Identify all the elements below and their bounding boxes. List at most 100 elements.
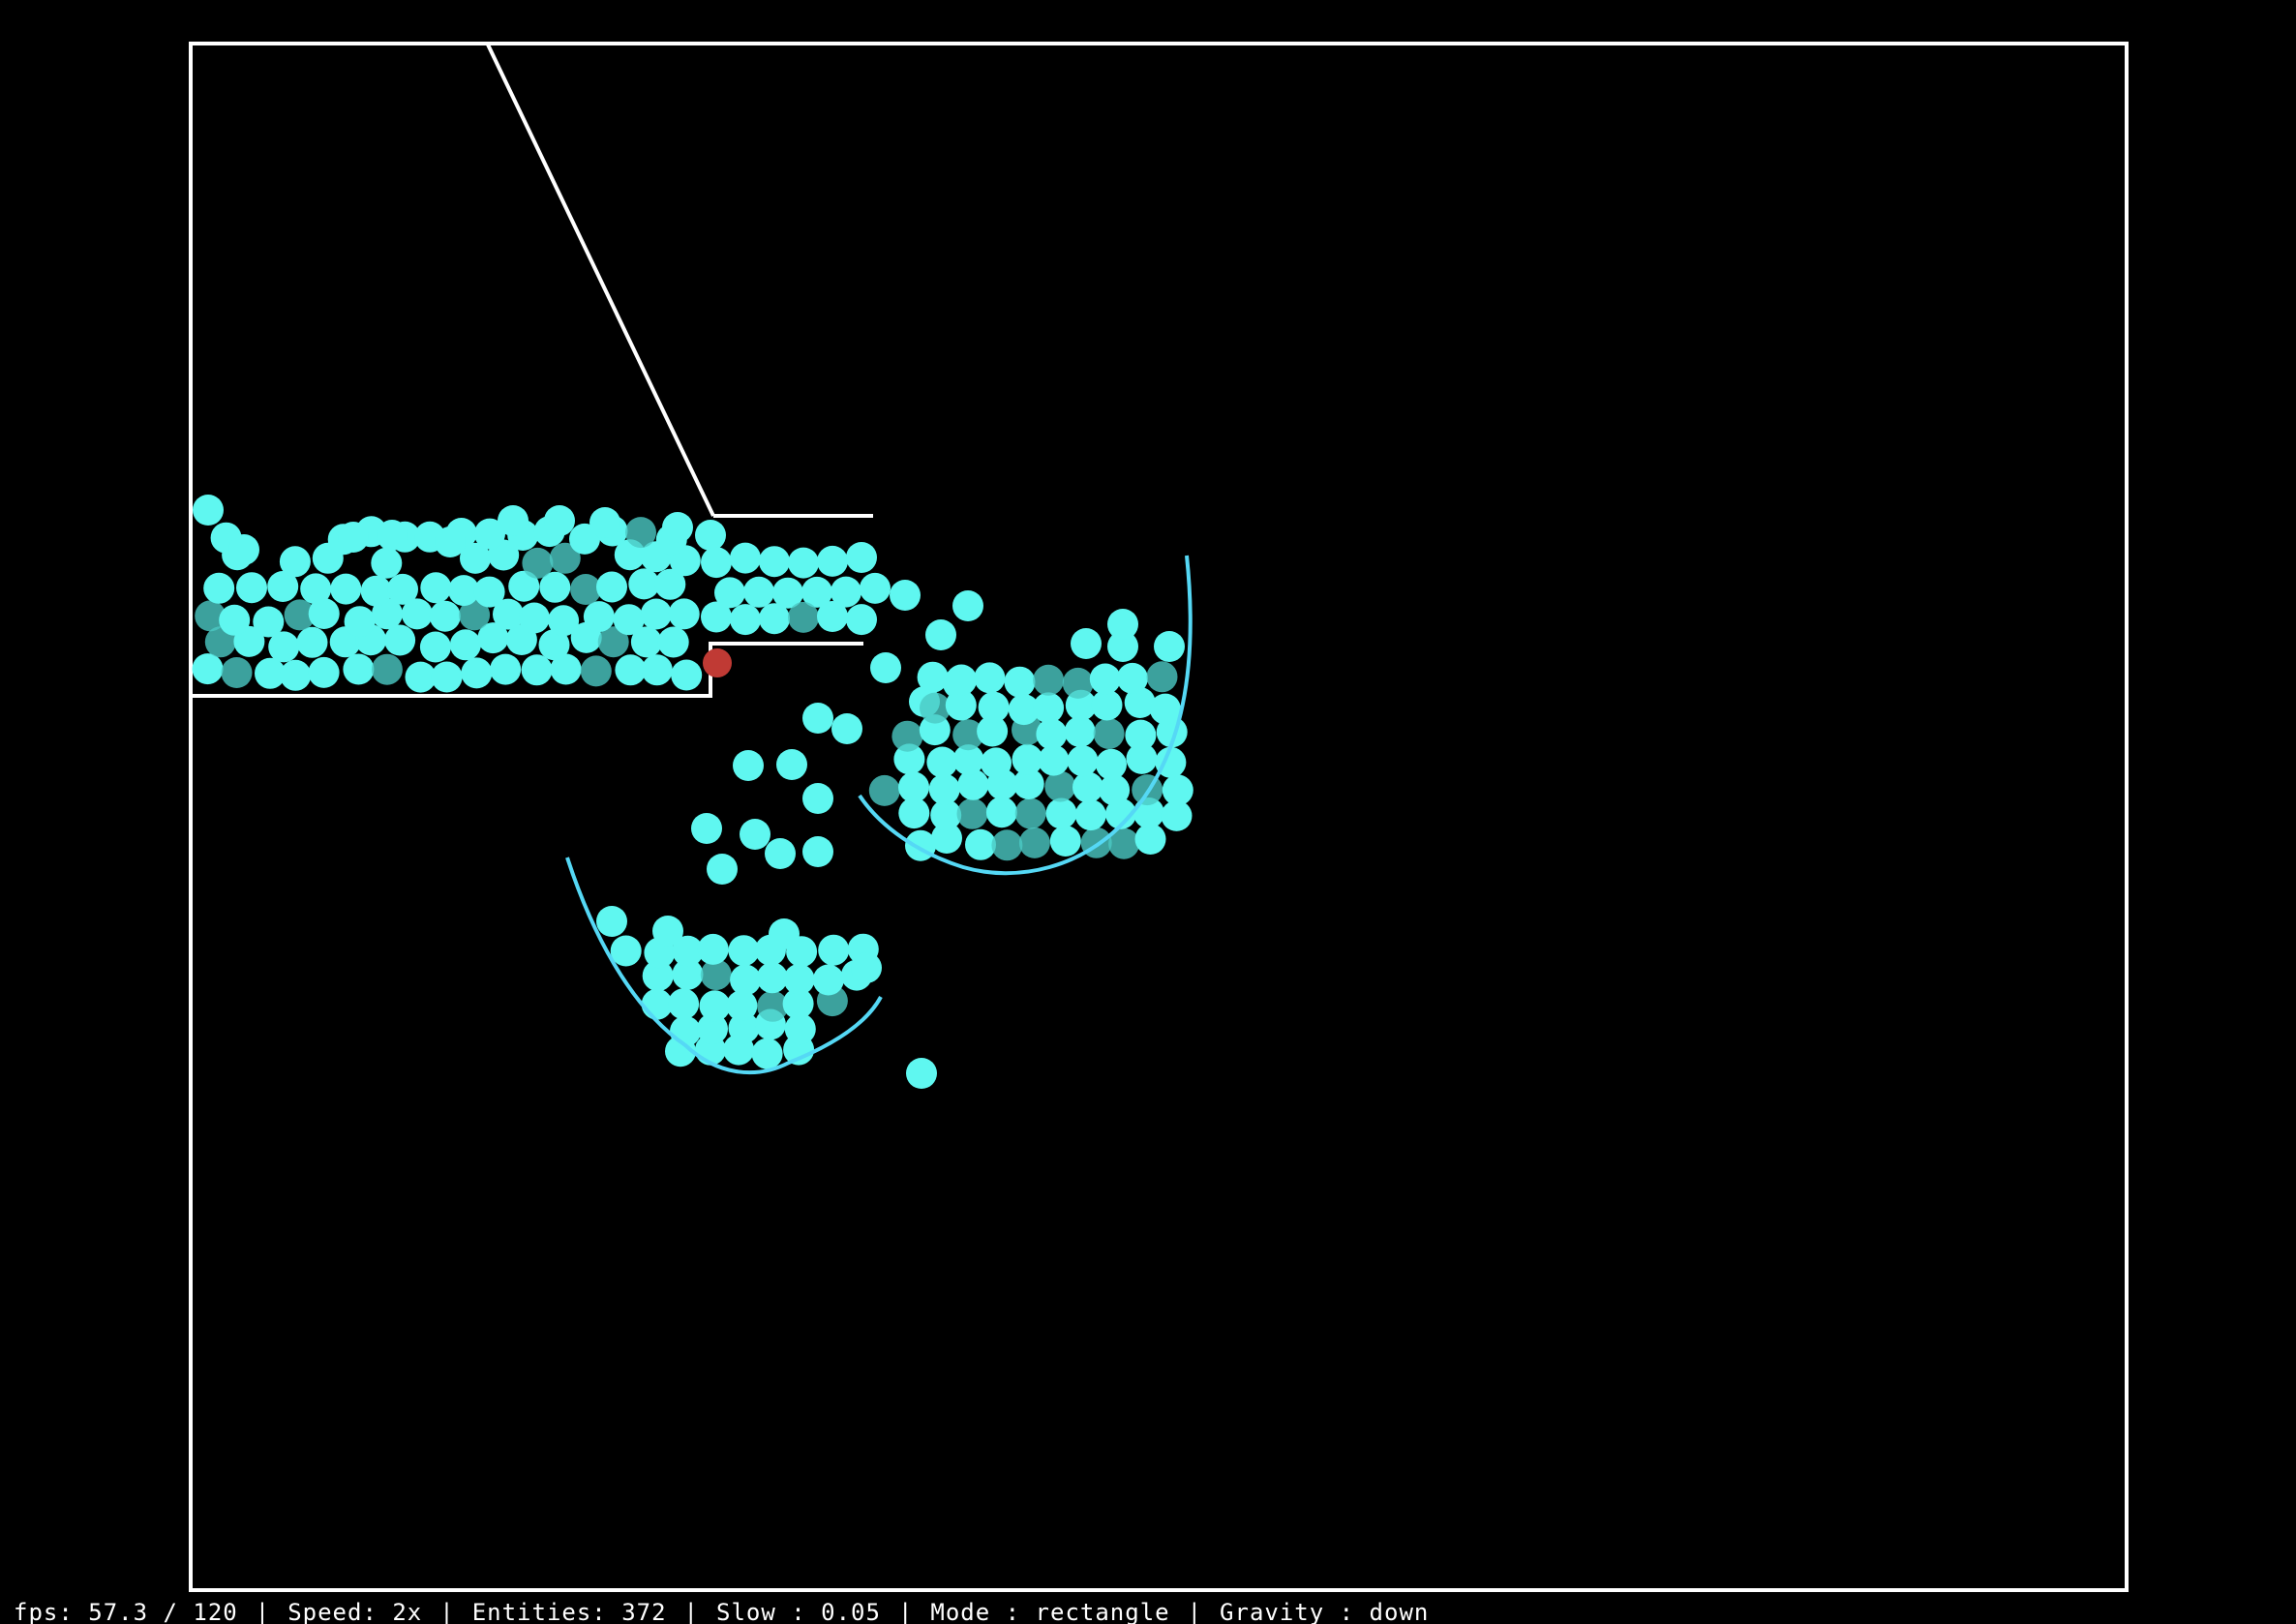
particle [255, 657, 286, 689]
particle [977, 715, 1009, 747]
particle [1105, 797, 1136, 829]
particle [1012, 743, 1043, 775]
particle [308, 598, 340, 629]
particle [203, 572, 235, 604]
entities-readout: Entities: 372 [471, 1601, 667, 1624]
particle [802, 783, 833, 814]
particle [597, 626, 629, 658]
particle [831, 576, 861, 608]
cup-small[interactable] [565, 857, 883, 1074]
particle [1124, 687, 1156, 718]
particle [371, 653, 403, 685]
particle [870, 652, 901, 683]
particle [1125, 719, 1157, 751]
particle [920, 692, 951, 724]
particle [1149, 693, 1181, 725]
particle [695, 520, 726, 551]
particle [449, 629, 481, 661]
particle [589, 507, 620, 538]
particle [906, 1058, 937, 1089]
particle [802, 836, 833, 867]
particle [776, 749, 807, 780]
particle [670, 1015, 701, 1047]
particle [1044, 770, 1076, 802]
cup-large[interactable] [858, 555, 1193, 876]
particle [1072, 771, 1103, 803]
particle [518, 602, 550, 634]
particle [846, 604, 877, 636]
particle [344, 606, 376, 638]
particle [1107, 631, 1138, 662]
particle [474, 518, 505, 550]
particle [630, 626, 662, 658]
particle [1067, 745, 1099, 777]
particle [782, 988, 814, 1020]
particle [956, 797, 988, 829]
particle [759, 603, 790, 635]
particle [193, 495, 224, 526]
particle [610, 935, 642, 967]
particle [788, 601, 819, 633]
particle [928, 773, 960, 805]
particle [965, 828, 996, 860]
particle [343, 653, 375, 685]
particle [860, 572, 891, 604]
particle [490, 653, 522, 685]
particle [1089, 663, 1121, 695]
particle [1155, 746, 1187, 778]
particle [279, 546, 311, 578]
particle [1096, 748, 1127, 780]
speed-readout: Speed: 2x [287, 1601, 423, 1624]
particle [730, 542, 761, 574]
particle [817, 545, 848, 577]
fps-readout: fps: 57.3 / 120 [14, 1601, 238, 1624]
particle [1099, 774, 1131, 806]
particle [1045, 797, 1077, 829]
particle [697, 933, 729, 965]
particle [195, 600, 227, 632]
particle [728, 935, 760, 967]
particle [477, 622, 509, 654]
particle [570, 574, 602, 605]
particle [267, 571, 299, 602]
particle [1091, 689, 1123, 721]
particle [700, 959, 732, 991]
particle [461, 657, 493, 689]
particle [898, 771, 929, 803]
status-separator: | [897, 1601, 914, 1624]
particle [1116, 662, 1148, 694]
particle [952, 719, 984, 751]
particle [756, 962, 788, 994]
particle [730, 964, 762, 996]
particle [974, 662, 1006, 694]
selected-particle[interactable] [703, 648, 732, 677]
particle [1093, 718, 1125, 749]
particle [448, 575, 480, 607]
slow-readout: Slow : 0.05 [716, 1601, 881, 1624]
particle [330, 573, 362, 605]
particle [818, 934, 850, 966]
particle [757, 990, 789, 1022]
particle [219, 604, 251, 636]
particle [280, 659, 312, 691]
particle [788, 547, 819, 579]
particle [296, 626, 328, 658]
particle [1107, 609, 1138, 640]
particle [751, 1038, 783, 1069]
particle [952, 744, 984, 776]
particle [493, 598, 524, 630]
status-separator: | [439, 1601, 455, 1624]
particle [236, 572, 267, 604]
particle [714, 577, 745, 609]
particle [671, 659, 703, 691]
particle [891, 720, 923, 752]
particle [707, 854, 738, 885]
particle [371, 547, 403, 579]
particle [759, 546, 790, 578]
particle [583, 601, 615, 633]
particle [1004, 666, 1036, 698]
mode-readout: Mode : rectangle [930, 1601, 1170, 1624]
particle [401, 598, 433, 630]
particle [945, 689, 977, 721]
